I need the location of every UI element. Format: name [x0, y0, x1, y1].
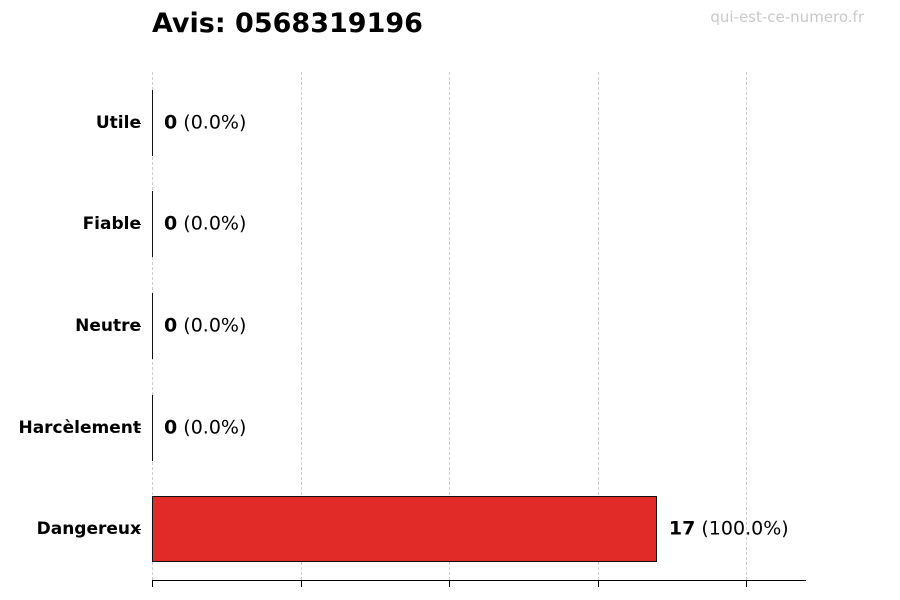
bar-value-percent: (0.0%) [183, 111, 247, 134]
bar-value-percent: (0.0%) [183, 212, 247, 235]
site-watermark: qui-est-ce-numero.fr [710, 8, 864, 26]
page-title: Avis: 0568319196 [152, 8, 423, 39]
bar-neutre[interactable] [152, 293, 153, 359]
y-tick-mark [135, 529, 141, 531]
bar-value-percent: (0.0%) [183, 416, 247, 439]
x-axis [152, 580, 806, 600]
bar-harcèlement[interactable] [152, 394, 153, 461]
bar-row [152, 496, 746, 563]
bar-row [152, 293, 746, 359]
bar-row [152, 89, 746, 156]
bar-dangereux[interactable] [152, 496, 657, 563]
y-tick-mark [135, 427, 141, 429]
bar-value-percent: (0.0%) [183, 314, 247, 337]
bar-fiable[interactable] [152, 191, 153, 258]
x-axis-spine [152, 580, 806, 581]
y-tick-label-harcèlement: Harcèlement [18, 417, 141, 438]
y-tick-mark [135, 224, 141, 226]
x-tick-1 [300, 580, 302, 587]
bar-value-number: 0 [164, 314, 178, 337]
bar-value-number: 0 [164, 212, 178, 235]
bar-value-label: 17 (100.0%) [668, 517, 789, 540]
bar-row [152, 191, 746, 258]
x-tick-3 [597, 580, 599, 587]
bar-value-percent: (100.0%) [701, 517, 789, 540]
y-tick-mark [135, 326, 141, 327]
bar-value-number: 0 [164, 416, 178, 439]
bar-value-label: 0 (0.0%) [164, 314, 247, 337]
bar-value-label: 0 (0.0%) [164, 113, 246, 132]
y-axis: Utile Fiable Neutre Harcèlement Dangereux [0, 72, 141, 580]
gridline-x-3 [597, 72, 599, 580]
bar-row [152, 394, 746, 461]
bar-utile[interactable] [152, 89, 153, 156]
bar-value-label: 0 (0.0%) [164, 212, 247, 235]
y-tick-label-neutre: Neutre [75, 316, 141, 336]
gridline-x-4 [746, 72, 747, 580]
gridline-x-1 [300, 72, 302, 580]
y-tick-mark [135, 122, 141, 124]
x-tick-2 [449, 580, 450, 587]
y-tick-label-utile: Utile [95, 112, 141, 133]
plot-area: 0 (0.0%) 0 (0.0%) 0 (0.0%) 0 (0.0%) 17 (100.… [152, 72, 789, 580]
gridline-x-2 [449, 72, 450, 580]
bar-value-number: 0 [164, 111, 178, 134]
y-tick-label-dangereux: Dangereux [36, 519, 141, 540]
x-tick-0 [152, 580, 153, 587]
y-tick-label-fiable: Fiable [82, 214, 141, 235]
bar-value-number: 17 [668, 517, 696, 540]
x-tick-4 [746, 580, 747, 587]
bar-value-label: 0 (0.0%) [164, 418, 246, 437]
